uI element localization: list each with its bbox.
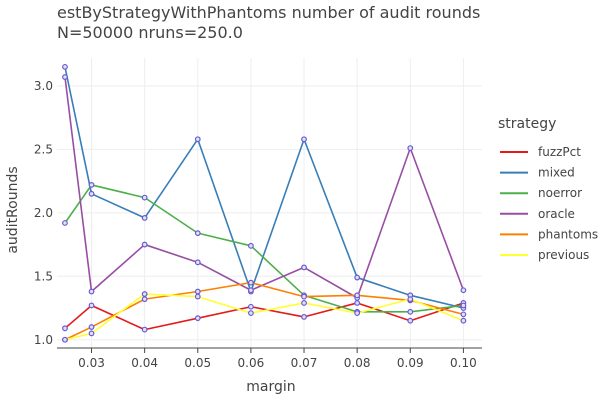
x-tick-label: 0.06: [238, 356, 265, 370]
series-line-previous: [64, 293, 465, 341]
x-tick-label: 0.04: [131, 356, 158, 370]
data-point-noerror: [62, 220, 68, 226]
data-point-fuzzPct: [62, 325, 68, 332]
data-point-oracle: [194, 259, 201, 266]
legend-label: oracle: [538, 207, 575, 221]
legend: strategy fuzzPct mixed noerror oracle phanto…: [498, 116, 598, 262]
x-tick-label: 0.08: [344, 356, 371, 370]
data-point-fuzzPct: [194, 315, 201, 322]
data-point-previous: [301, 300, 307, 306]
data-point-oracle: [407, 145, 414, 152]
legend-item-mixed: mixed: [500, 166, 575, 180]
data-point-mixed: [62, 63, 68, 70]
legend-label: phantoms: [538, 227, 598, 241]
data-point-mixed: [354, 274, 361, 281]
data-point-previous: [62, 336, 68, 343]
y-tick-label: 1.0: [34, 333, 53, 347]
data-point-phantoms: [194, 288, 201, 295]
data-point-noerror: [88, 182, 95, 188]
legend-title: strategy: [498, 116, 556, 132]
legend-label: mixed: [538, 166, 575, 180]
legend-item-previous: previous: [500, 248, 589, 262]
data-point-previous: [354, 310, 361, 317]
data-point-oracle: [301, 264, 307, 271]
data-point-noerror: [460, 302, 467, 309]
x-tick-label: 0.05: [184, 356, 211, 370]
x-axis-title: margin: [246, 379, 295, 395]
data-point-fuzzPct: [407, 317, 414, 324]
chart-title: estByStrategyWithPhantoms number of audi…: [57, 3, 480, 22]
y-tick-label: 3.0: [34, 79, 53, 93]
series-line-fuzzPct: [64, 302, 465, 331]
legend-item-noerror: noerror: [500, 186, 582, 200]
data-point-previous: [141, 291, 148, 297]
data-point-oracle: [248, 287, 254, 294]
data-point-previous: [88, 330, 95, 337]
data-point-phantoms: [88, 324, 95, 330]
data-point-fuzzPct: [354, 300, 361, 306]
data-point-mixed: [194, 136, 201, 143]
legend-label: noerror: [538, 186, 582, 200]
data-point-phantoms: [354, 292, 361, 299]
data-point-mixed: [141, 215, 148, 221]
data-point-mixed: [301, 136, 307, 143]
data-point-oracle: [460, 287, 467, 294]
legend-item-fuzzPct: fuzzPct: [500, 145, 581, 159]
series-lines: [64, 66, 465, 341]
data-point-oracle: [88, 288, 95, 295]
data-point-noerror: [141, 194, 148, 201]
data-point-fuzzPct: [141, 326, 148, 333]
y-tick-label: 2.5: [34, 142, 53, 156]
series-line-mixed: [64, 66, 465, 309]
legend-item-oracle: oracle: [500, 207, 575, 221]
x-tick-label: 0.07: [291, 356, 318, 370]
data-point-fuzzPct: [88, 302, 95, 309]
data-point-fuzzPct: [301, 314, 307, 320]
y-axis-title: auditRounds: [5, 166, 21, 253]
data-points: [62, 63, 467, 343]
data-point-phantoms: [460, 311, 467, 318]
x-tick-label: 0.10: [450, 356, 477, 370]
data-point-oracle: [141, 241, 148, 248]
legend-item-phantoms: phantoms: [500, 227, 598, 241]
legend-label: previous: [538, 248, 589, 262]
data-point-previous: [460, 317, 467, 324]
data-point-noerror: [194, 230, 201, 237]
data-point-noerror: [407, 308, 414, 315]
data-point-phantoms: [301, 293, 307, 300]
data-point-previous: [194, 293, 201, 300]
legend-label: fuzzPct: [538, 145, 581, 159]
grid-lines: [57, 58, 482, 348]
data-point-phantoms: [141, 296, 148, 303]
x-tick-label: 0.09: [397, 356, 424, 370]
data-point-noerror: [248, 242, 254, 249]
chart-subtitle: N=50000 nruns=250.0: [57, 23, 243, 42]
x-tick-label: 0.03: [78, 356, 105, 370]
data-point-fuzzPct: [248, 303, 254, 310]
data-point-previous: [407, 296, 414, 303]
legend-items: fuzzPct mixed noerror oracle phantoms previou…: [500, 145, 598, 262]
y-tick-label: 1.5: [34, 269, 53, 283]
data-point-previous: [248, 310, 254, 317]
axes: 0.03 0.04 0.05 0.06 0.07 0.08 0.09 0.10 1.0 1.5 2.…: [34, 79, 482, 370]
data-point-mixed: [88, 190, 95, 197]
y-tick-label: 2.0: [34, 206, 53, 220]
data-point-phantoms: [248, 279, 254, 286]
data-point-oracle: [62, 74, 68, 80]
series-line-oracle: [64, 76, 465, 299]
